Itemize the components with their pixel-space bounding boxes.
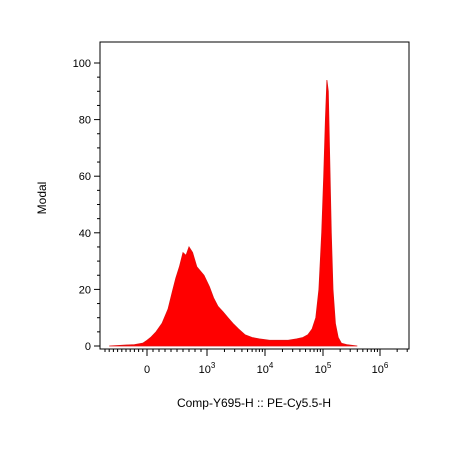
y-axis: 0 20 40 60 80 100 [73, 58, 100, 353]
x-tick-label: 104 [257, 361, 274, 376]
x-tick-label: 0 [144, 364, 150, 376]
x-axis: 0 103 104 105 106 [104, 349, 408, 376]
y-tick-label: 0 [85, 341, 91, 353]
plot-frame [99, 41, 410, 350]
y-tick-label: 80 [79, 115, 91, 127]
y-tick-label: 20 [79, 284, 91, 296]
y-tick-label: 60 [79, 171, 91, 183]
y-axis-title: Modal [35, 182, 49, 215]
x-tick-label: 106 [372, 361, 389, 376]
histogram-area-series-0 [109, 79, 358, 347]
x-axis-title: Comp-Y695-H :: PE-Cy5.5-H [177, 396, 331, 410]
y-tick-label: 100 [73, 58, 91, 70]
y-tick-label: 40 [79, 228, 91, 240]
x-tick-label: 103 [199, 361, 216, 376]
plot-area [109, 79, 358, 347]
x-tick-label: 105 [315, 361, 332, 376]
